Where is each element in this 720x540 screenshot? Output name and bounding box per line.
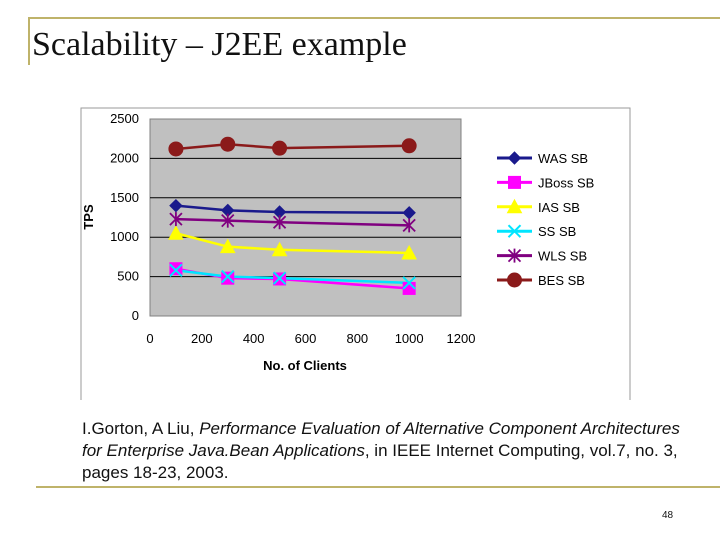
page-number: 48 <box>662 510 674 521</box>
x-tick-label: 1000 <box>395 331 424 346</box>
series-line <box>175 217 410 227</box>
data-point <box>221 271 235 285</box>
x-tick-label: 1200 <box>447 331 476 346</box>
x-tick-label: 0 <box>146 331 153 346</box>
x-tick-label: 800 <box>346 331 368 346</box>
data-point <box>272 140 288 156</box>
data-point <box>506 198 523 214</box>
series-line <box>175 269 410 285</box>
y-tick-label: 2500 <box>110 111 139 126</box>
legend-label: JBoss SB <box>538 175 594 190</box>
series-line <box>175 142 410 151</box>
chart: 0 500 1000 1500 2000 2500 0 200 400 600 800 1000 120… <box>80 107 631 400</box>
data-point <box>402 276 416 290</box>
data-point <box>272 215 287 230</box>
data-point <box>507 151 522 165</box>
citation-source: , in IEEE Internet Computing, vol.7, no.… <box>82 441 678 482</box>
slide-title: Scalability – J2EE example <box>32 26 407 63</box>
legend: WAS SB JBoss SB IAS SB SS SB WLS SB BES SB <box>497 151 594 288</box>
y-tick-label: 2000 <box>110 150 139 165</box>
data-point <box>507 224 522 238</box>
x-tick-label: 200 <box>191 331 213 346</box>
citation-paper-title: Performance Evaluation of Alternative Co… <box>82 419 680 460</box>
data-point <box>401 244 418 260</box>
data-point <box>401 138 417 154</box>
data-point <box>402 218 416 233</box>
legend-label: BES SB <box>538 273 585 288</box>
y-tick-label: 0 <box>132 308 139 323</box>
series-line <box>175 204 410 215</box>
frame-left-rule <box>28 17 30 65</box>
x-tick-label: 400 <box>243 331 265 346</box>
data-point <box>169 212 183 227</box>
y-tick-label: 1000 <box>110 229 139 244</box>
citation-authors: I.Gorton, A Liu, <box>82 419 200 438</box>
data-point <box>169 198 183 213</box>
data-point <box>169 263 183 278</box>
frame-top-rule <box>28 17 720 19</box>
data-point <box>169 262 183 276</box>
data-point <box>507 248 522 263</box>
data-point <box>168 225 184 240</box>
data-point <box>221 269 235 284</box>
data-point <box>221 213 235 228</box>
citation: I.Gorton, A Liu, Performance Evaluation … <box>82 418 682 484</box>
x-axis-title: No. of Clients <box>263 358 347 373</box>
y-tick-label: 1500 <box>110 190 139 205</box>
legend-label: IAS SB <box>538 200 580 215</box>
legend-label: WAS SB <box>538 151 588 166</box>
y-axis-title: TPS <box>81 204 96 230</box>
data-point <box>168 141 184 157</box>
data-point <box>507 272 522 288</box>
x-tick-label: 600 <box>295 331 317 346</box>
data-point <box>508 175 521 189</box>
data-point <box>271 241 288 257</box>
series-line <box>175 232 410 255</box>
data-point <box>219 238 236 254</box>
data-point <box>272 271 287 285</box>
legend-label: WLS SB <box>538 249 587 264</box>
frame-bottom-rule <box>36 486 720 488</box>
data-point <box>220 136 236 152</box>
legend-label: SS SB <box>538 224 576 239</box>
y-tick-label: 500 <box>117 269 139 284</box>
